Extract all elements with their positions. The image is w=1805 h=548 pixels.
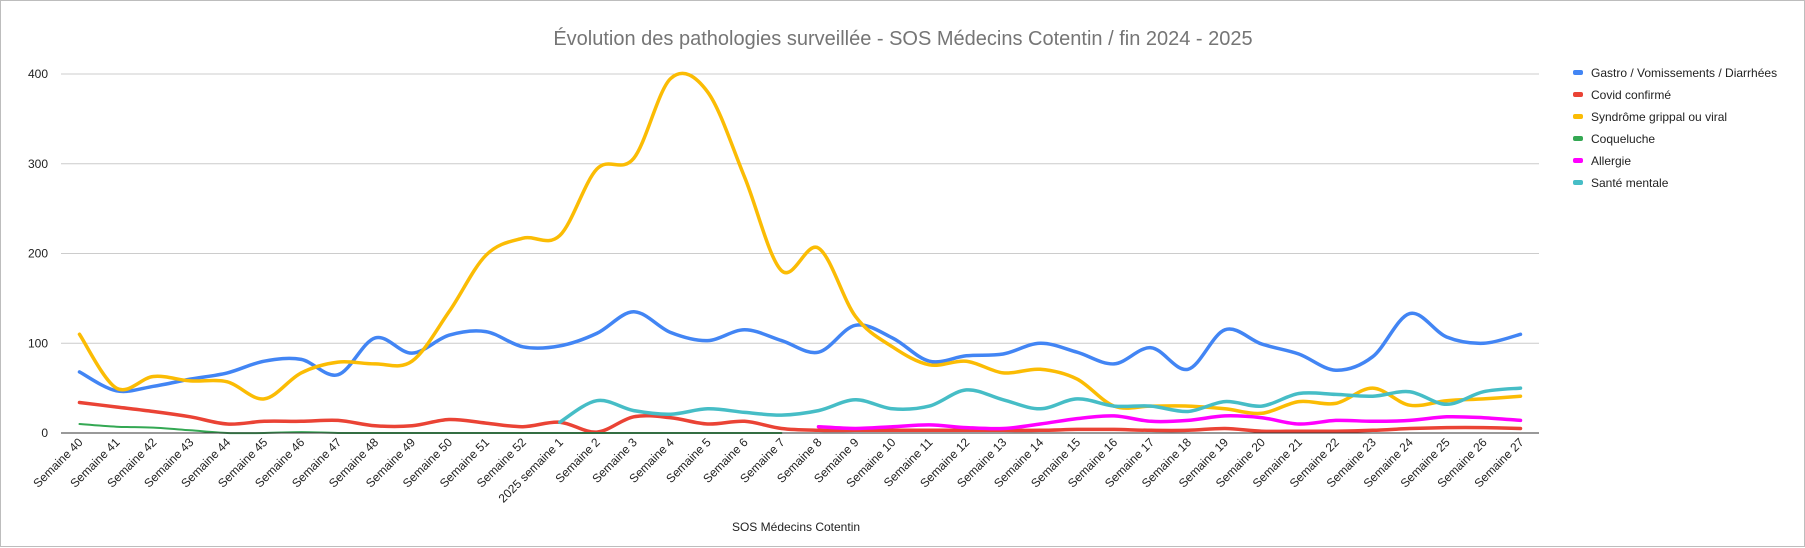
y-tick-label: 200 bbox=[28, 247, 48, 261]
series-line bbox=[558, 386, 1523, 424]
series-2 bbox=[77, 400, 1523, 434]
series-line bbox=[816, 414, 1523, 431]
y-tick-label: 0 bbox=[41, 426, 48, 440]
legend-label: Allergie bbox=[1591, 154, 1631, 168]
chart-title: Évolution des pathologies surveillée - S… bbox=[553, 27, 1252, 50]
x-axis-label: SOS Médecins Cotentin bbox=[732, 520, 860, 534]
series-layer bbox=[77, 71, 1523, 435]
legend-swatch bbox=[1573, 114, 1583, 119]
y-tick-label: 100 bbox=[28, 336, 48, 350]
legend-label: Coqueluche bbox=[1591, 132, 1655, 146]
legend-label: Santé mentale bbox=[1591, 176, 1669, 190]
legend-label: Gastro / Vomissements / Diarrhées bbox=[1591, 66, 1777, 80]
series-line bbox=[77, 310, 1523, 394]
series-3 bbox=[77, 71, 1523, 416]
y-tick-label: 400 bbox=[28, 67, 48, 81]
series-line bbox=[77, 71, 1523, 416]
series-4 bbox=[78, 423, 783, 435]
series-6 bbox=[558, 386, 1523, 424]
series-1 bbox=[77, 310, 1523, 394]
legend-swatch bbox=[1573, 158, 1583, 163]
series-5 bbox=[816, 414, 1523, 431]
legend-swatch bbox=[1573, 92, 1583, 97]
legend-label: Covid confirmé bbox=[1591, 88, 1671, 102]
series-line bbox=[77, 400, 1523, 434]
legend-swatch bbox=[1573, 180, 1583, 185]
legend: Gastro / Vomissements / Diarrhées Covid c… bbox=[1573, 66, 1777, 190]
gridlines bbox=[61, 73, 1539, 344]
legend-swatch bbox=[1573, 136, 1583, 141]
series-line bbox=[78, 423, 783, 435]
legend-label: Syndrôme grippal ou viral bbox=[1591, 110, 1727, 124]
y-tick-label: 300 bbox=[28, 157, 48, 171]
y-axis-ticks: 0 100 200 300 400 bbox=[28, 67, 48, 440]
x-tick-label: 2025 semaine 1 bbox=[496, 435, 567, 506]
legend-swatch bbox=[1573, 70, 1583, 75]
